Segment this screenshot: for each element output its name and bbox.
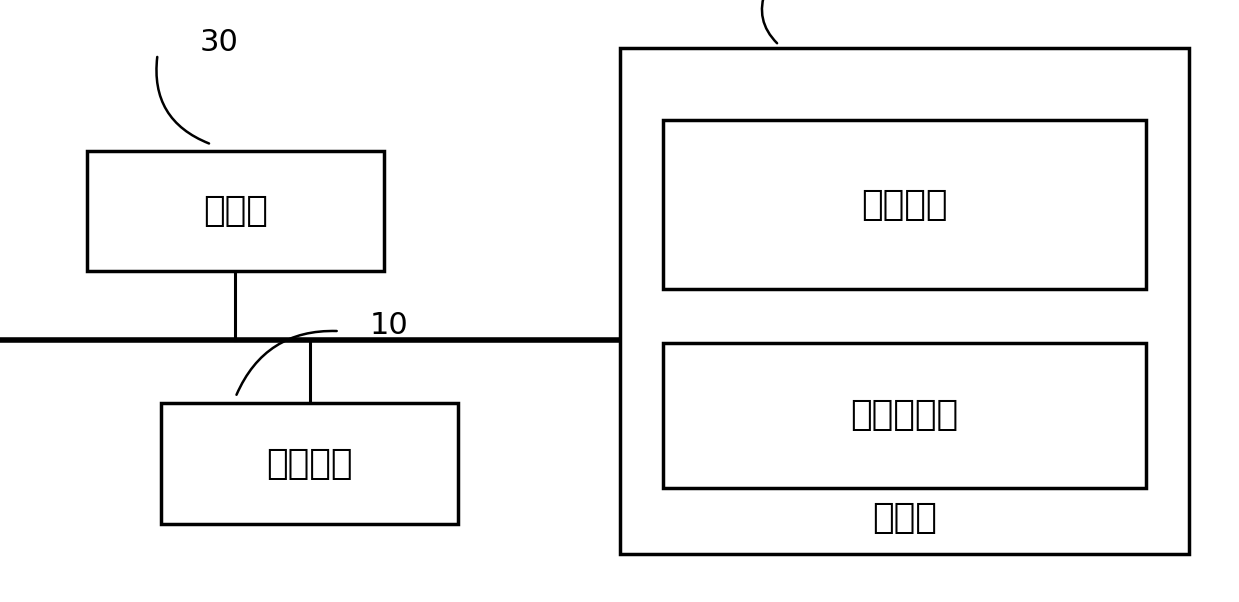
Text: 30: 30 [201,28,239,57]
Text: 处理器: 处理器 [203,194,268,228]
Bar [663,120,1146,289]
Bar [663,343,1146,488]
Text: 操作系统: 操作系统 [861,188,948,222]
Text: 10: 10 [369,311,409,340]
Bar [161,403,458,524]
Bar [620,48,1189,554]
Text: 计算机程序: 计算机程序 [850,399,959,432]
Bar [87,150,384,271]
Text: 通信模块: 通信模块 [266,447,353,480]
Text: 存储器: 存储器 [872,501,937,535]
